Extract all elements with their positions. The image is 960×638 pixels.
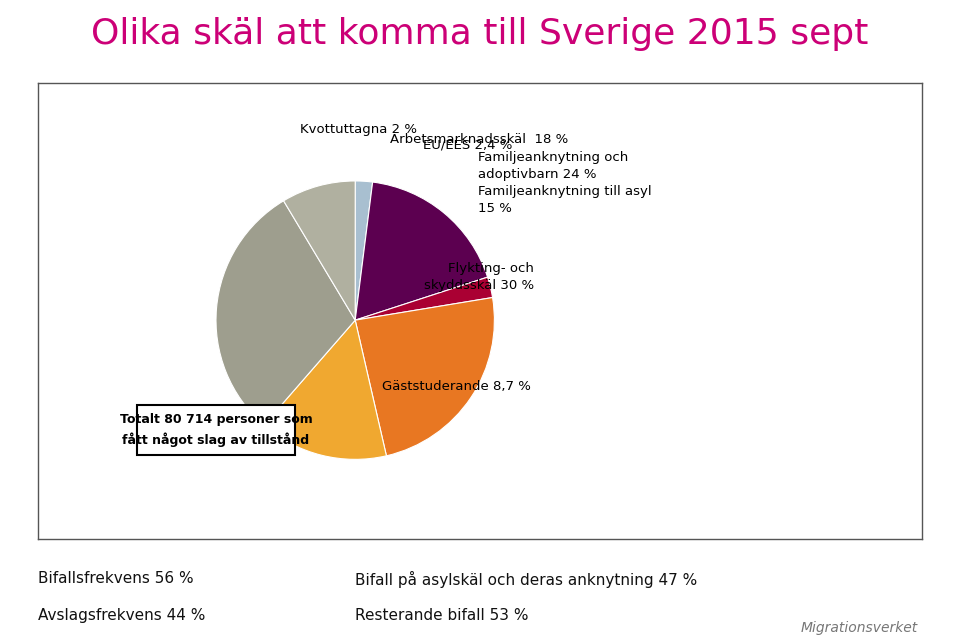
- Wedge shape: [355, 277, 492, 320]
- Text: Avslagsfrekvens 44 %: Avslagsfrekvens 44 %: [38, 609, 205, 623]
- Text: EU/EES 2,4 %: EU/EES 2,4 %: [423, 138, 513, 151]
- Text: Migrationsverket: Migrationsverket: [801, 621, 918, 635]
- Wedge shape: [355, 181, 372, 320]
- Text: Gäststuderande 8,7 %: Gäststuderande 8,7 %: [382, 380, 531, 393]
- Wedge shape: [355, 182, 488, 320]
- Text: Bifallsfrekvens 56 %: Bifallsfrekvens 56 %: [38, 572, 194, 586]
- Wedge shape: [264, 320, 387, 459]
- Text: Kvottuttagna 2 %: Kvottuttagna 2 %: [300, 123, 417, 137]
- Text: Resterande bifall 53 %: Resterande bifall 53 %: [355, 609, 529, 623]
- Text: Totalt 80 714 personer som
fått något slag av tillstånd: Totalt 80 714 personer som fått något sl…: [120, 413, 312, 447]
- Text: Olika skäl att komma till Sverige 2015 sept: Olika skäl att komma till Sverige 2015 s…: [91, 17, 869, 52]
- Wedge shape: [355, 297, 494, 456]
- Text: Flykting- och
skyddsskäl 30 %: Flykting- och skyddsskäl 30 %: [423, 262, 534, 292]
- Text: Bifall på asylskäl och deras anknytning 47 %: Bifall på asylskäl och deras anknytning …: [355, 572, 698, 588]
- FancyBboxPatch shape: [136, 405, 296, 455]
- Text: Arbetsmarknadsskäl  18 %: Arbetsmarknadsskäl 18 %: [391, 133, 568, 146]
- Wedge shape: [216, 201, 355, 425]
- Wedge shape: [283, 181, 355, 320]
- Text: Familjeanknytning och
adoptivbarn 24 %
Familjeanknytning till asyl
15 %: Familjeanknytning och adoptivbarn 24 % F…: [478, 151, 652, 216]
